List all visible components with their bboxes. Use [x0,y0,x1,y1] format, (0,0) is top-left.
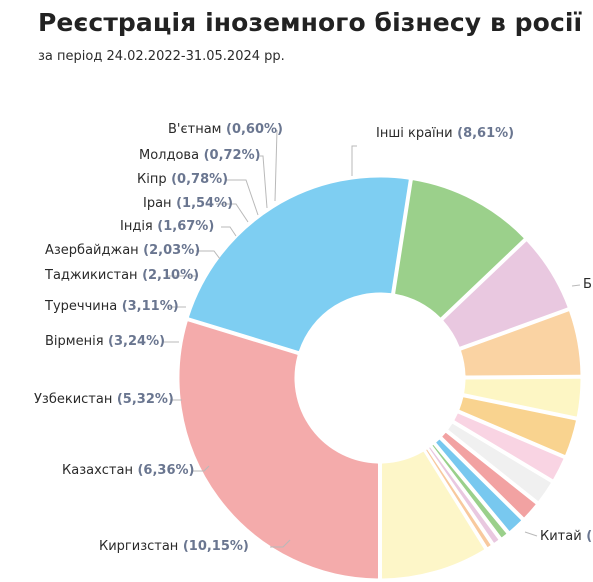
slice-5 [461,311,581,376]
slice-label-value: (0,60%) [221,122,283,137]
slice-label-name: Узбекистан [34,392,112,407]
slice-label-6: Вірменія (3,24%) [45,334,165,349]
slice-label-name: Азербайджан [45,243,139,258]
slice-label-7: Туреччина (3,11%) [44,299,179,314]
slice-label-11: Іран (1,54%) [143,196,233,211]
slice-label-value: (6,36%) [133,463,195,478]
slice-label-4: Казахстан (6,36%) [62,463,194,478]
leader-line-14 [274,129,278,202]
slice-label-15: Інші країни (8,61%) [376,126,514,141]
slice-13 [429,447,499,543]
slice-label-name: Китай [540,529,582,544]
slice-9 [448,423,551,501]
leader-line-11 [216,203,249,223]
slice-label-name: Туреччина [44,299,117,314]
slice-label-value: (8,61%) [453,126,515,141]
slice-label-name: Вірменія [45,334,104,349]
slice-2 [188,177,409,351]
slice-14 [426,449,491,547]
slice-6 [464,378,581,417]
slice-1 [179,321,378,579]
leader-line-9 [196,250,221,260]
slice-label-name: Молдова [139,148,199,163]
slice-label-value: (2 [582,529,593,544]
leader-line-3 [270,539,291,548]
slice-label-10: Індія (1,67%) [120,219,214,234]
leader-line-10 [221,226,237,237]
leader-line-4 [193,465,210,472]
slice-label-name: Іран [143,196,172,211]
chart-subtitle: за період 24.02.2022-31.05.2024 рр. [38,49,285,64]
chart-title: Реєстрація іноземного бізнесу в росії [38,8,583,37]
slice-label-value: (0,72%) [199,148,261,163]
slice-label-3: Киргизстан (10,15%) [99,539,249,554]
leader-line-2 [524,531,538,537]
slice-3 [395,180,524,318]
slice-label-5: Узбекистан (5,32%) [34,392,174,407]
slice-label-value: (2,10%) [138,268,200,283]
slice-label-14: В'єтнам (0,60%) [168,122,283,137]
leader-line-13 [260,155,268,209]
slice-10 [442,432,536,518]
slice-label-name: Індія [120,219,153,234]
slice-label-12: Кіпр (0,78%) [137,172,228,187]
slice-label-8: Таджикистан (2,10%) [44,268,199,283]
slice-label-value: (2,03%) [139,243,201,258]
slice-label-value: (1,67%) [153,219,215,234]
slice-label-value: (1,54%) [172,196,234,211]
leader-line-12 [225,179,259,216]
slice-label-name: Казахстан [62,463,133,478]
slice-label-name: Бі [583,277,593,292]
slice-15 [382,451,484,579]
leader-line-15 [351,145,357,176]
leader-line-1 [571,284,581,287]
slice-label-13: Молдова (0,72%) [139,148,261,163]
slice-label-value: (10,15%) [178,539,249,554]
slice-label-value: (0,78%) [167,172,229,187]
slice-label-name: В'єтнам [168,122,221,137]
slice-8 [454,413,564,480]
slice-11 [436,439,522,531]
slice-label-2: Китай (2 [540,529,593,544]
slice-4 [443,241,568,347]
slice-label-value: (3,11%) [117,299,179,314]
slice-label-name: Кіпр [137,172,167,187]
slice-7 [459,397,576,455]
slice-label-name: Таджикистан [44,268,138,283]
slice-label-1: Бі [583,277,593,292]
slice-label-9: Азербайджан (2,03%) [45,243,200,258]
slice-label-value: (3,24%) [104,334,166,349]
slice-12 [432,445,507,538]
slice-label-name: Киргизстан [99,539,178,554]
slice-label-name: Інші країни [376,126,453,141]
slice-label-value: (5,32%) [112,392,174,407]
